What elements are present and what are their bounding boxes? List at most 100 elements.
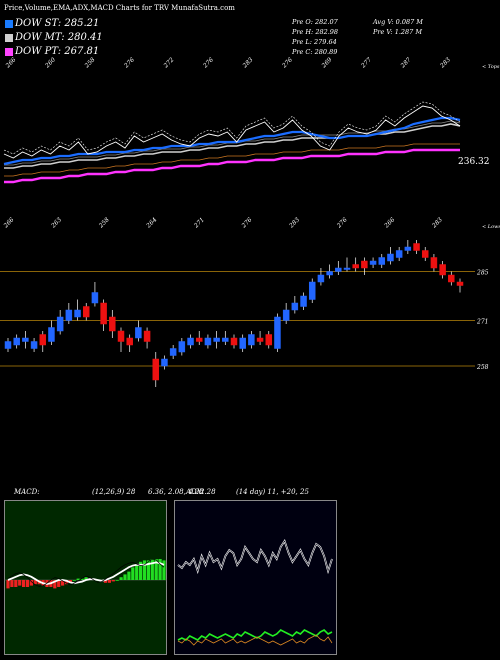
macd-histogram-bar: [115, 580, 119, 581]
candle-body: [30, 341, 38, 349]
candle-body: [239, 337, 246, 349]
candle-body: [291, 302, 299, 311]
macd-histogram-bar: [103, 580, 108, 583]
top-tick-label: 276: [122, 56, 136, 70]
top-tick-label: 287: [399, 56, 413, 70]
top-tick-label: 272: [162, 56, 176, 70]
top-tick-label: 264: [145, 216, 159, 230]
macd-histogram-bar: [107, 580, 111, 583]
legend-swatch-st: [5, 20, 13, 28]
candle-body: [378, 257, 386, 265]
macd-line: [7, 558, 165, 587]
candle-body: [274, 316, 281, 349]
macd-histogram-bar: [131, 567, 135, 580]
price-axis-label: 271: [476, 319, 488, 326]
macd-histogram-bar: [53, 580, 57, 589]
stat-pre-low: Pre L: 279.64: [292, 38, 337, 46]
candle-body: [39, 334, 47, 346]
macd-histogram-bar: [57, 580, 61, 587]
legend-label-pt: DOW PT: 267.81: [15, 46, 100, 57]
macd-histogram-bar: [111, 580, 115, 582]
top-tick-label: 258: [83, 56, 97, 70]
top-tick-label: 266: [383, 216, 397, 230]
ema-mid-line: [4, 123, 461, 169]
stat-pre-high: Pre H: 282.98: [292, 28, 339, 36]
macd-params: (12,26,9) 28: [92, 488, 136, 496]
candle-body: [195, 337, 203, 342]
candle-body: [161, 358, 168, 367]
adx-label: ADX: [186, 488, 202, 496]
macd-histogram-bar: [76, 578, 80, 580]
macd-histogram-bar: [25, 580, 30, 587]
candle-body: [152, 358, 160, 381]
macd-histogram-bar: [127, 571, 131, 580]
macd-histogram-bar: [10, 580, 14, 587]
candle-body: [213, 337, 220, 342]
candle-body: [56, 316, 64, 332]
macd-histogram-bar: [84, 577, 88, 580]
candle-body: [369, 260, 377, 265]
macd-histogram-bar: [150, 559, 154, 580]
candle-body: [4, 341, 12, 349]
top-tick-label: 263: [49, 216, 63, 230]
top-tick-label: < Tops: [482, 64, 500, 70]
top-tick-label: 269: [320, 56, 334, 70]
candle-body: [169, 348, 177, 356]
candle-body: [282, 309, 290, 321]
candle-body: [456, 281, 464, 286]
top-tick-label: 277: [359, 56, 373, 70]
macd-histogram-bar: [61, 580, 65, 586]
top-tick-label: 276: [240, 216, 254, 230]
plus-di-line: [177, 629, 333, 641]
macd-histogram-bar: [139, 561, 143, 580]
candle-body: [387, 253, 394, 262]
macd-histogram-bar: [135, 564, 139, 580]
candle-body: [74, 309, 81, 318]
macd-histogram-bar: [14, 580, 18, 587]
price-axis-label: 258: [476, 364, 489, 371]
candle-body: [143, 330, 151, 342]
candle-body: [430, 257, 438, 269]
legend-label-mt: DOW MT: 280.41: [15, 32, 103, 43]
candle-body: [126, 337, 133, 346]
candle-body: [413, 243, 420, 251]
macd-histogram-bar: [154, 559, 158, 580]
macd-histogram-bar: [22, 580, 26, 587]
candle-body: [439, 264, 446, 276]
candle-body: [117, 330, 125, 342]
legend-swatch-mt: [5, 34, 13, 42]
candle-body: [230, 337, 238, 346]
ema-chart: 266 260 258 276 272 276 283 276 269 277 287 283 < To…: [4, 56, 500, 184]
candle-body: [256, 337, 264, 342]
candle-body: [48, 327, 55, 342]
candle-body: [13, 337, 20, 346]
candle-body: [343, 267, 351, 270]
adx-frame: [174, 500, 337, 655]
candle-body: [65, 309, 73, 321]
candle-body: [109, 316, 116, 332]
candle-body: [135, 327, 142, 339]
adx-chart: [174, 500, 337, 655]
stat-pre-volume: Pre V: 1.287 M: [373, 28, 423, 36]
macd-histogram-bar: [80, 578, 84, 580]
top-tick-label: 271: [192, 216, 206, 230]
macd-chart: [4, 500, 167, 655]
top-tick-label: 276: [280, 56, 294, 70]
candle-body: [395, 250, 403, 258]
ema-value-label: 236.32: [458, 157, 490, 167]
candle-body: [317, 274, 325, 283]
macd-histogram-bar: [64, 580, 69, 585]
ema-long-line: [4, 148, 460, 184]
candle-body: [335, 267, 342, 272]
top-tick-label: 283: [430, 216, 444, 230]
candle-body: [300, 295, 307, 307]
candle-body: [22, 337, 29, 342]
top-tick-label: 283: [438, 56, 452, 70]
candle-body: [222, 337, 229, 342]
macd-histogram-bar: [162, 560, 166, 580]
candle-body: [448, 274, 455, 283]
candle-body: [91, 292, 99, 304]
macd-histogram-bar: [68, 580, 72, 583]
adx-values: 2.28: [200, 488, 216, 496]
candle-body: [404, 246, 412, 251]
